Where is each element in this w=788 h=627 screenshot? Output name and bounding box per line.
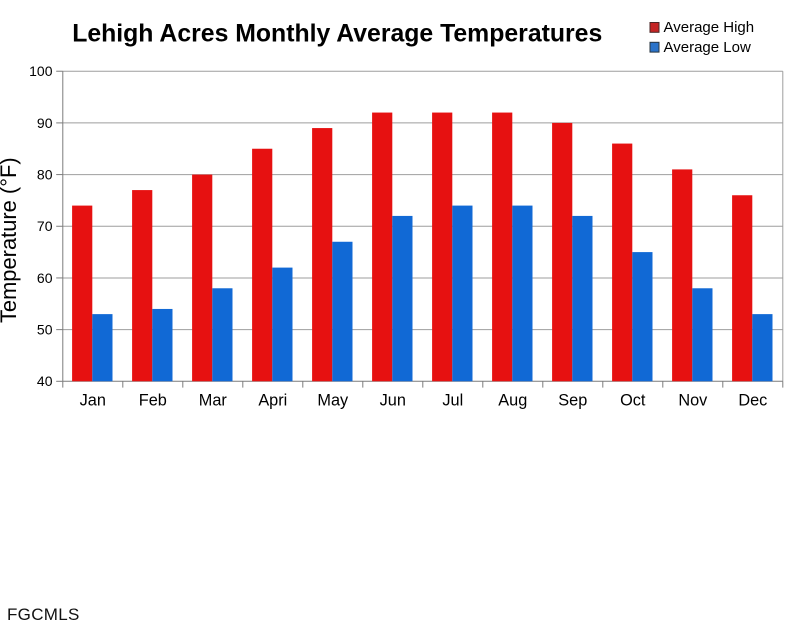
svg-text:Jul: Jul	[442, 392, 463, 410]
svg-text:Feb: Feb	[139, 392, 167, 410]
svg-text:Lehigh Acres Monthly Average T: Lehigh Acres Monthly Average Temperature…	[72, 21, 602, 48]
svg-text:40: 40	[37, 373, 53, 389]
svg-text:Apri: Apri	[258, 392, 287, 410]
svg-text:60: 60	[37, 270, 53, 286]
svg-text:Jun: Jun	[380, 392, 406, 410]
svg-text:Jan: Jan	[80, 392, 106, 410]
svg-text:Aug: Aug	[498, 392, 527, 410]
svg-text:FGCMLS: FGCMLS	[7, 605, 80, 624]
svg-text:100: 100	[29, 63, 53, 79]
svg-text:Average High: Average High	[664, 19, 755, 36]
svg-text:Dec: Dec	[738, 392, 767, 410]
svg-text:70: 70	[37, 218, 53, 234]
svg-text:Mar: Mar	[199, 392, 228, 410]
svg-text:Oct: Oct	[620, 392, 646, 410]
svg-text:50: 50	[37, 322, 53, 338]
svg-text:Sep: Sep	[558, 392, 587, 410]
svg-text:90: 90	[37, 115, 53, 131]
svg-text:Nov: Nov	[678, 392, 708, 410]
svg-text:Average Low: Average Low	[664, 39, 751, 56]
svg-text:Temperature (°F): Temperature (°F)	[0, 157, 21, 323]
svg-text:May: May	[317, 392, 349, 410]
svg-text:80: 80	[37, 166, 53, 182]
